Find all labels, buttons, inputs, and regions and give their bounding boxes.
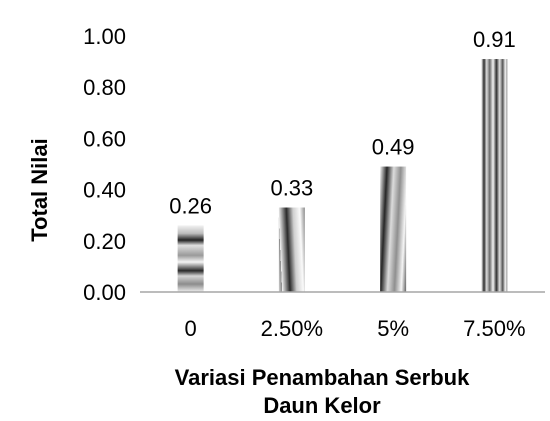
data-label: 0.26 [169, 193, 212, 218]
y-tick-label: 1.00 [83, 24, 126, 49]
y-tick-label: 0.00 [83, 280, 126, 305]
y-tick-label: 0.40 [83, 178, 126, 203]
bar [380, 166, 407, 292]
x-tick-label: 7.50% [463, 316, 525, 341]
y-tick-label: 0.60 [83, 126, 126, 151]
data-label: 0.33 [270, 176, 313, 201]
bar [177, 225, 204, 292]
data-labels: 0.26 0.33 0.49 0.91 [169, 27, 516, 218]
y-tick-label: 0.80 [83, 75, 126, 100]
x-tick-label: 0 [185, 316, 197, 341]
bars [177, 59, 508, 292]
y-tick-label: 0.20 [83, 229, 126, 254]
data-label: 0.91 [473, 27, 516, 52]
x-axis-title-line-2: Daun Kelor [263, 393, 381, 418]
x-tick-label: 2.50% [261, 316, 323, 341]
data-label: 0.49 [372, 135, 415, 160]
y-axis-ticks: 0.00 0.20 0.40 0.60 0.80 1.00 [83, 24, 126, 305]
x-axis-ticks: 0 2.50% 5% 7.50% [185, 316, 526, 341]
bar [481, 59, 508, 292]
bar [278, 207, 305, 292]
x-axis-title-line-1: Variasi Penambahan Serbuk [175, 365, 470, 390]
x-tick-label: 5% [377, 316, 409, 341]
y-axis-title: Total Nilai [27, 138, 52, 242]
